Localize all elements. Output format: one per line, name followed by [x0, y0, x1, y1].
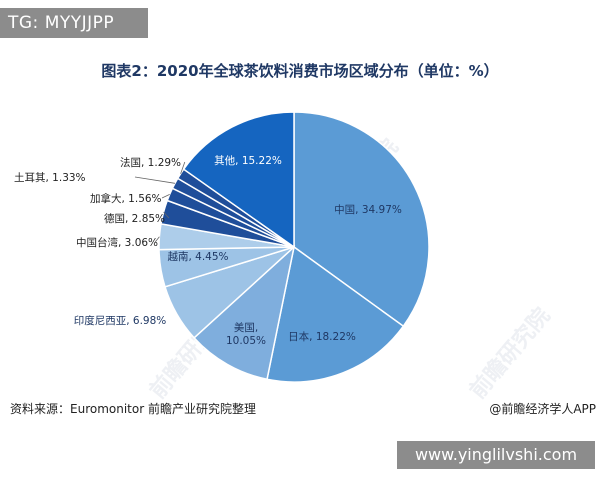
- slice-label-11: 其他, 15.22%: [214, 154, 282, 167]
- slice-label-4: 印度尼西亚, 6.98%: [74, 314, 167, 327]
- leader-line-6: [154, 236, 160, 243]
- leader-line-9: [134, 176, 176, 184]
- slice-label-5: 越南, 4.45%: [167, 250, 228, 263]
- credit-text: @前瞻经济学人APP: [489, 402, 596, 416]
- slice-label-10: 法国, 1.29%: [120, 156, 181, 169]
- slice-label-8: 加拿大, 1.56%: [90, 192, 162, 205]
- svg-text:前瞻研究院: 前瞻研究院: [465, 303, 556, 404]
- pie-slice-11: [182, 111, 295, 249]
- slice-label-7: 德国, 2.85%: [104, 212, 165, 225]
- leader-line-8: [161, 193, 170, 199]
- watermark-tag: TG: MYYJJPP: [0, 8, 148, 38]
- chart-title: 图表2：2020年全球茶饮料消费市场区域分布（单位：%）: [101, 62, 499, 80]
- slice-label-9: 土耳其, 1.33%: [14, 171, 86, 184]
- pie-slice-2: [266, 245, 405, 383]
- slice-label-1: 中国, 34.97%: [334, 203, 402, 216]
- source-note: 资料来源：Euromonitor 前瞻产业研究院整理: [10, 402, 256, 416]
- pie-slice-1: [293, 111, 430, 328]
- leader-line-7: [163, 211, 170, 219]
- leader-line-10: [180, 161, 186, 174]
- slice-label-2: 日本, 18.22%: [288, 330, 356, 343]
- pie-slice-3: [193, 244, 296, 381]
- slice-label-6: 中国台湾, 3.06%: [76, 236, 158, 249]
- slice-label-3: 美国, 10.05%: [226, 321, 266, 347]
- url-watermark: www.yinglilvshi.com: [397, 441, 595, 469]
